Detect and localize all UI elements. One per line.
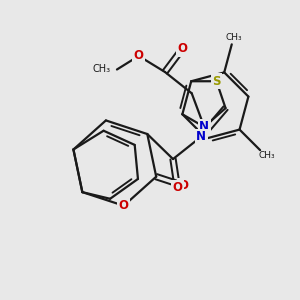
Text: O: O: [179, 179, 189, 192]
Text: CH₃: CH₃: [258, 151, 275, 160]
Text: S: S: [212, 75, 221, 88]
Text: O: O: [119, 199, 129, 212]
Text: CH₃: CH₃: [93, 64, 111, 74]
Text: N: N: [196, 130, 206, 143]
Text: CH₃: CH₃: [225, 33, 242, 42]
Text: O: O: [134, 50, 144, 62]
Text: N: N: [199, 120, 209, 134]
Text: O: O: [172, 181, 182, 194]
Text: O: O: [177, 42, 188, 55]
